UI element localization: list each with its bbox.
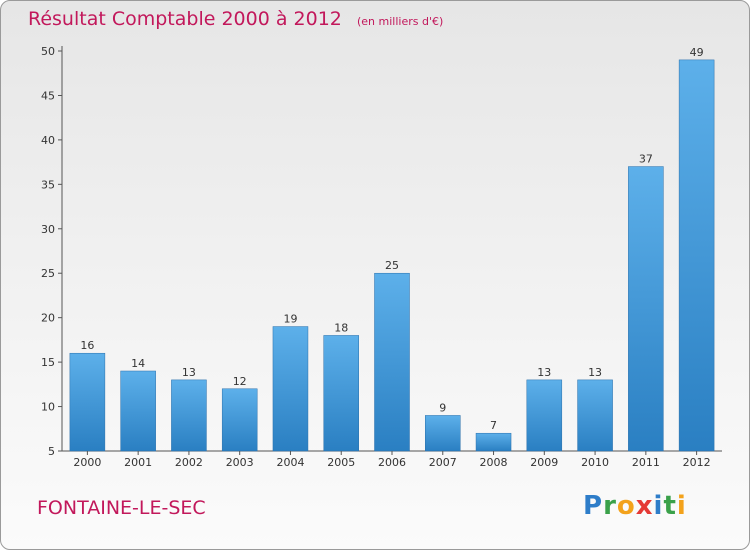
bar-value-label: 16 [80,339,94,352]
logo-letter: r [603,491,617,521]
x-tick-label: 2009 [530,456,558,469]
logo-letter: P [583,491,604,521]
y-tick-label: 10 [41,401,55,414]
y-tick-label: 45 [41,89,55,102]
bar [678,59,715,452]
bar-value-label: 13 [537,366,551,379]
y-tick-label: 5 [48,445,55,458]
logo-letter: i [653,491,664,521]
x-tick-label: 2001 [124,456,152,469]
logo-letter: i [676,491,687,521]
bar [628,166,664,452]
x-tick-label: 2011 [632,456,660,469]
bar [425,415,461,452]
bar [475,432,512,452]
y-tick-label: 40 [41,134,55,147]
logo-letter: o [616,491,636,521]
proxiti-logo: Proxiti [583,491,687,521]
x-tick-label: 2004 [276,456,304,469]
chart-unit: (en milliers d'€) [356,15,444,28]
bar-value-label: 19 [283,313,297,326]
y-tick-label: 35 [41,178,55,191]
bar-value-label: 37 [639,153,653,166]
bar [374,272,410,452]
bar [272,326,309,452]
y-tick-label: 20 [41,312,55,325]
bar-value-label: 9 [439,401,446,414]
bar-value-label: 12 [233,375,247,388]
bar-value-label: 49 [690,46,704,59]
x-tick-label: 2012 [683,456,711,469]
x-tick-label: 2003 [226,456,254,469]
x-tick-label: 2005 [327,456,355,469]
logo-letter: x [635,491,654,521]
bar [69,352,106,452]
commune-name: FONTAINE-LE-SEC [37,497,206,519]
bar-value-label: 7 [490,419,497,432]
bar-value-label: 14 [131,357,145,370]
bar-value-label: 13 [182,366,196,379]
logo-letter: t [663,491,677,521]
bar-value-label: 13 [588,366,602,379]
chart-title: Résultat Comptable 2000 à 2012 [28,8,342,30]
bar [171,379,207,452]
bar [526,379,563,452]
y-tick-label: 15 [41,356,55,369]
y-tick-label: 50 [41,45,55,58]
x-tick-label: 2006 [378,456,406,469]
y-tick-label: 25 [41,267,55,280]
x-tick-label: 2007 [429,456,457,469]
bar-value-label: 25 [385,259,399,272]
bar [323,335,359,452]
bar [221,388,258,452]
bar [577,379,613,452]
x-tick-label: 2010 [581,456,609,469]
bar-value-label: 18 [334,321,348,334]
x-tick-label: 2008 [480,456,508,469]
bar [120,370,156,452]
y-tick-label: 30 [41,223,55,236]
x-tick-label: 2000 [73,456,101,469]
x-tick-label: 2002 [175,456,203,469]
chart-title-row: Résultat Comptable 2000 à 2012 (en milli… [28,8,443,30]
